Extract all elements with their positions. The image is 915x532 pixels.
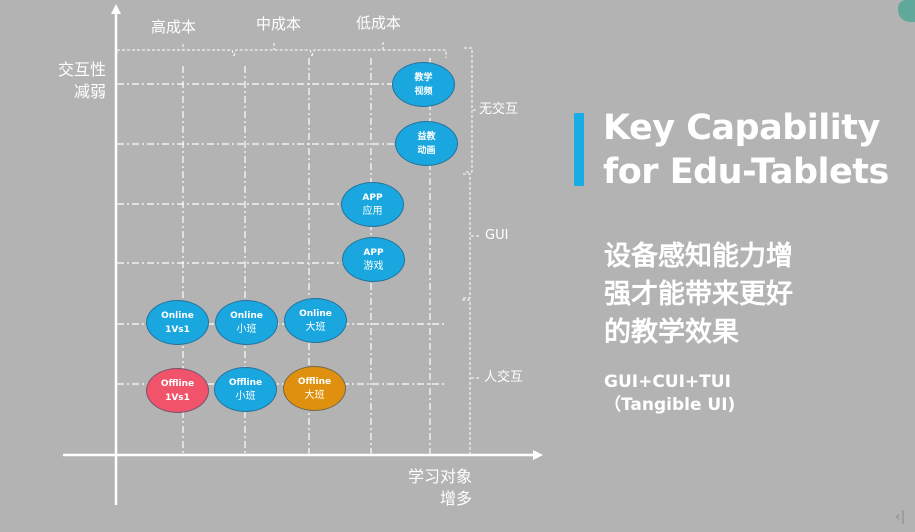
node-online-large-class: Online 大班 [284,298,347,343]
y-axis-label-line1: 交互性 [57,60,106,79]
node-online-1vs1: Online 1Vs1 [146,300,209,345]
accent-bar [574,113,584,186]
node-offline-1vs1: Offline 1Vs1 [146,368,209,413]
node-app-game: APP 游戏 [342,237,405,282]
node-online-small-class: Online 小班 [215,300,278,345]
menu-tab-button[interactable] [898,0,915,22]
slide-note: GUI+CUI+TUI （Tangible UI) [604,371,735,417]
node-offline-small-class: Offline 小班 [214,367,277,412]
slide-note-line1: GUI+CUI+TUI [604,372,731,392]
x-axis-label-line1: 学习对象 [407,467,472,486]
y-axis-label: 交互性 减弱 [46,59,106,103]
interaction-label-none: 无交互 [479,102,519,117]
node-edu-animation: 益教 动画 [395,121,458,166]
slide-subtitle-line1: 设备感知能力增 [604,241,793,272]
node-offline-large-class: Offline 大班 [283,366,346,411]
node-app-application: APP 应用 [341,182,404,227]
cost-label-medium: 中成本 [256,15,302,33]
node-teaching-video: 教学 视频 [392,62,455,107]
y-axis-label-line2: 减弱 [73,82,106,101]
slide-subtitle: 设备感知能力增 强才能带来更好 的教学效果 [604,238,793,352]
slide-subtitle-line3: 的教学效果 [604,317,739,348]
interaction-label-human: 人交互 [484,370,524,385]
slide-subtitle-line2: 强才能带来更好 [604,279,793,310]
slide-title: Key Capability for Edu-Tablets [603,106,889,194]
x-axis-label-line2: 增多 [439,489,472,508]
slide-title-line2: for Edu-Tablets [603,152,889,192]
slide-note-line2: （Tangible UI) [604,395,736,415]
interaction-label-gui: GUI [485,228,509,243]
chevron-left-icon[interactable]: ‹| [895,509,906,525]
cost-label-high: 高成本 [151,18,197,36]
x-axis-label: 学习对象 增多 [380,466,472,510]
slide-title-line1: Key Capability [603,108,880,148]
cost-label-low: 低成本 [356,14,402,32]
